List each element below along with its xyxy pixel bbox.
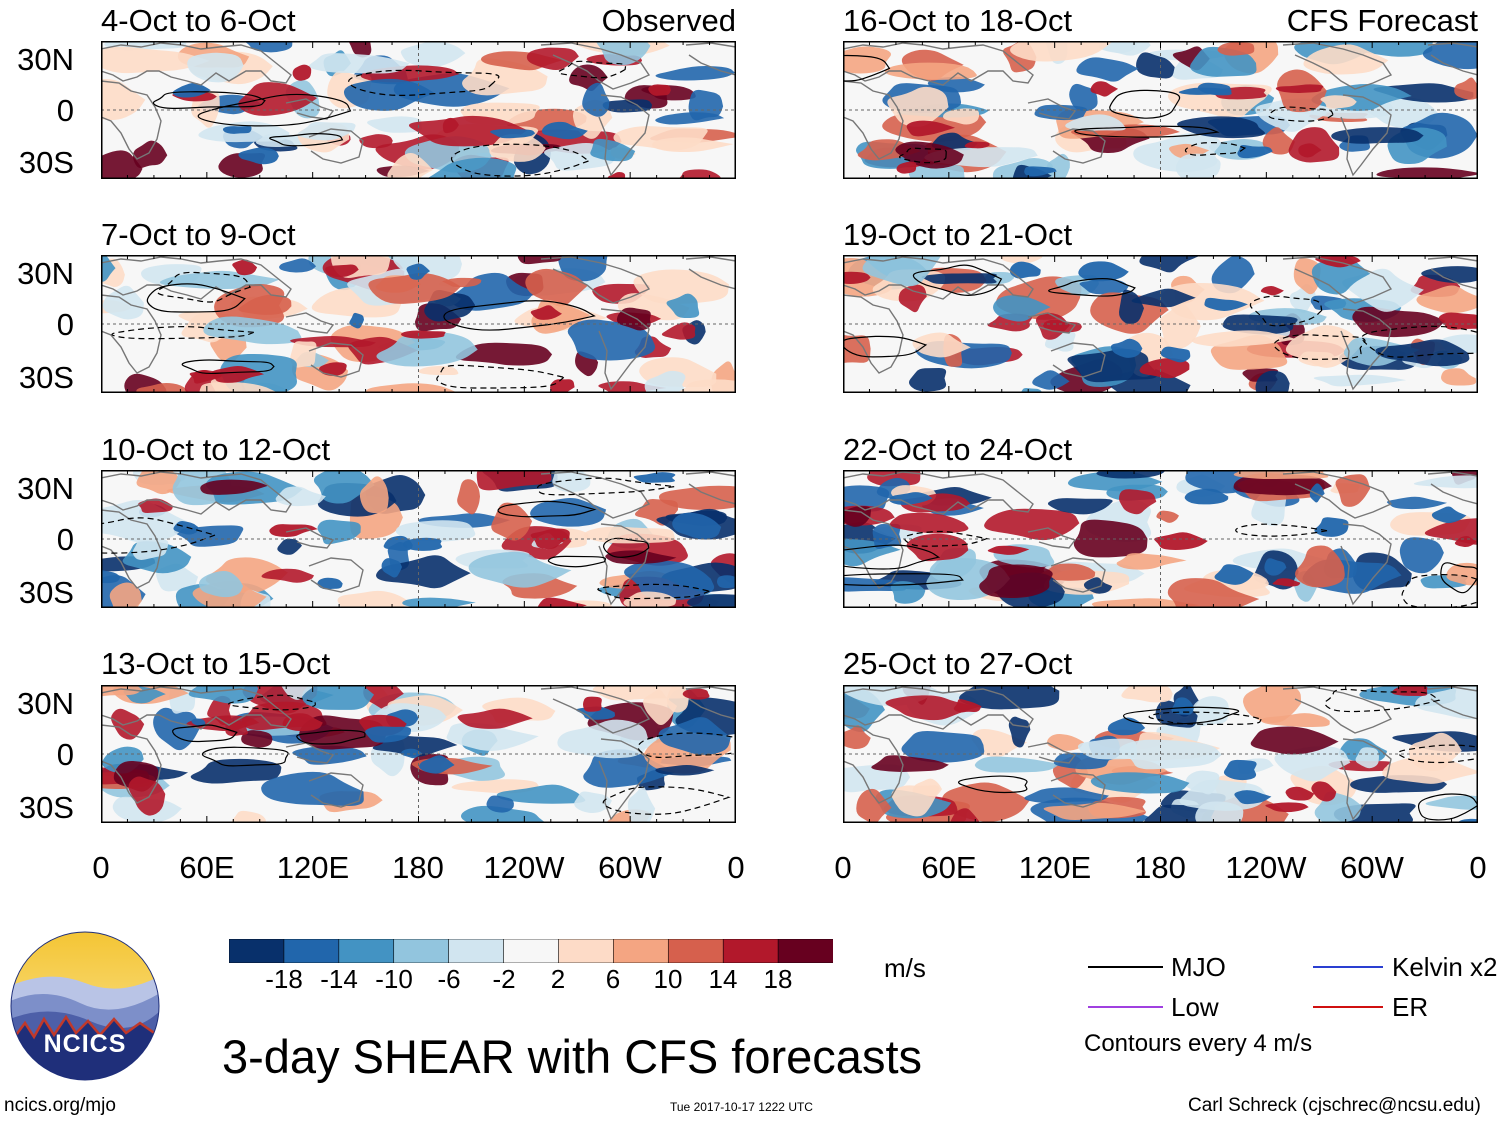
- legend-swatch-er: [1313, 1006, 1383, 1008]
- colorbar-swatch: [448, 939, 505, 963]
- lon-label: 180: [392, 850, 444, 885]
- contour-note: Contours every 4 m/s: [1084, 1030, 1313, 1057]
- timestamp: Tue 2017-10-17 1222 UTC: [670, 1100, 813, 1114]
- units-label: m/s: [884, 953, 926, 983]
- lon-label: 120E: [276, 850, 350, 885]
- legend-label-mjo: MJO: [1171, 952, 1226, 982]
- colorbar-label: 6: [605, 964, 621, 994]
- lon-label: 60W: [598, 850, 662, 885]
- legend-label-low: Low: [1171, 992, 1219, 1022]
- lat-label: 30N: [17, 256, 74, 291]
- panel-title: 22-Oct to 24-Oct: [843, 432, 1073, 467]
- shear-map: [101, 470, 736, 608]
- lat-label: 30S: [18, 575, 74, 610]
- ncics-logo: NCICS: [10, 931, 160, 1081]
- forecast-label: CFS Forecast: [1286, 3, 1478, 38]
- lon-label: 0: [92, 850, 110, 885]
- shear-map: [101, 685, 736, 823]
- lat-label: 30N: [17, 471, 74, 506]
- panel-title: 16-Oct to 18-Oct: [843, 3, 1073, 38]
- colorbar-swatches: [229, 939, 833, 963]
- colorbar-swatch: [393, 939, 450, 963]
- colorbar-label: -2: [492, 964, 516, 994]
- logo-text: NCICS: [43, 1030, 127, 1058]
- lat-label: 0: [56, 93, 74, 128]
- lat-label: 0: [56, 522, 74, 557]
- lon-label: 0: [834, 850, 852, 885]
- colorbar-swatch: [722, 939, 779, 963]
- lat-label: 0: [56, 307, 74, 342]
- logo-mountains-icon: [10, 931, 160, 1081]
- colorbar-swatch: [667, 939, 724, 963]
- colorbar-label: 14: [708, 964, 738, 994]
- lon-label: 120W: [483, 850, 565, 885]
- shear-map: [843, 470, 1478, 608]
- shear-map: [843, 41, 1478, 179]
- panel-title: 19-Oct to 21-Oct: [843, 217, 1073, 252]
- author: Carl Schreck (cjschrec@ncsu.edu): [1188, 1095, 1481, 1116]
- colorbar-label: -10: [375, 964, 413, 994]
- colorbar-swatch: [338, 939, 395, 963]
- panel-title: 4-Oct to 6-Oct: [101, 3, 296, 38]
- shear-map: [843, 685, 1478, 823]
- lon-label: 60E: [179, 850, 235, 885]
- colorbar-label: 18: [763, 964, 793, 994]
- legend-swatch-kelvin: [1313, 966, 1383, 968]
- colorbar-swatch: [777, 939, 833, 963]
- lat-label: 30N: [17, 42, 74, 77]
- legend-label-kelvin: Kelvin x2: [1392, 952, 1498, 982]
- colorbar-swatch: [558, 939, 615, 963]
- colorbar-swatch: [613, 939, 670, 963]
- colorbar-label: -18: [265, 964, 303, 994]
- main-title: 3-day SHEAR with CFS forecasts: [222, 1030, 922, 1083]
- colorbar-swatch: [229, 939, 285, 963]
- shear-map: [843, 255, 1478, 393]
- colorbar-swatch: [503, 939, 560, 963]
- legend-swatch-low: [1088, 1006, 1163, 1008]
- shear-map: [101, 41, 736, 179]
- lat-label: 30S: [18, 360, 74, 395]
- lat-label: 30S: [18, 145, 74, 180]
- legend-label-er: ER: [1392, 992, 1429, 1022]
- lon-label: 60W: [1340, 850, 1404, 885]
- lon-label: 0: [727, 850, 745, 885]
- lon-label: 120E: [1018, 850, 1092, 885]
- observed-label: Observed: [601, 3, 736, 38]
- colorbar-label: -14: [320, 964, 358, 994]
- shear-map: [101, 255, 736, 393]
- lon-label: 120W: [1225, 850, 1307, 885]
- colorbar-label: 10: [653, 964, 683, 994]
- site-url: ncics.org/mjo: [4, 1095, 116, 1116]
- panel-title: 25-Oct to 27-Oct: [843, 646, 1073, 681]
- panel-title: 13-Oct to 15-Oct: [101, 646, 331, 681]
- panel-title: 10-Oct to 12-Oct: [101, 432, 331, 467]
- lat-label: 30N: [17, 686, 74, 721]
- legend-swatch-mjo: [1088, 966, 1163, 968]
- panel-title: 7-Oct to 9-Oct: [101, 217, 296, 252]
- colorbar-label: -6: [437, 964, 461, 994]
- colorbar-label: 2: [550, 964, 566, 994]
- lat-label: 30S: [18, 790, 74, 825]
- lat-label: 0: [56, 737, 74, 772]
- lon-label: 60E: [921, 850, 977, 885]
- lon-label: 180: [1134, 850, 1186, 885]
- lon-label: 0: [1469, 850, 1487, 885]
- colorbar-swatch: [283, 939, 340, 963]
